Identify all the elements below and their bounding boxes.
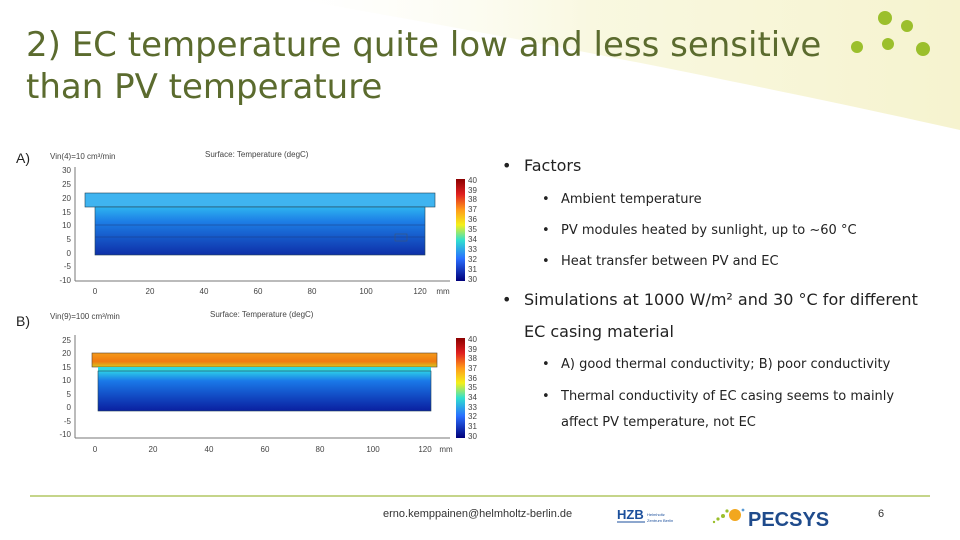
footer-divider [30,495,930,497]
footer-email[interactable]: erno.kemppainen@helmholtz-berlin.de [383,508,573,520]
a-cbar-tick: 34 [468,235,477,244]
a-x-unit: mm [436,287,450,296]
a-cbar-tick: 37 [468,205,477,214]
b-y-tick: 20 [62,349,71,358]
a-y-tick: -10 [59,276,71,285]
b-x-tick: 20 [149,445,158,454]
b-x-tick: 60 [261,445,270,454]
page-number: 6 [878,508,885,520]
a-x-tick: 40 [200,287,209,296]
a-y-tick: 30 [62,166,71,175]
pecsys-logo: PECSYS [712,508,829,531]
a-x-tick: 0 [93,287,98,296]
b-cbar-tick: 40 [468,335,477,344]
panel-a-simulation: Vin(4)=10 cm³/min Surface: Temperature (… [50,150,477,296]
svg-text:Helmholtz: Helmholtz [647,512,665,517]
a-x-tick: 120 [413,287,427,296]
title-line-1: 2) EC temperature quite low and less sen… [26,25,822,65]
a-cbar-tick: 30 [468,275,477,284]
b-cbar-tick: 34 [468,393,477,402]
pecsys-logo-text: PECSYS [748,509,829,531]
b-y-tick: 25 [62,336,71,345]
hzb-logo: HZB Helmholtz Zentrum Berlin [617,507,673,523]
a-y-tick: 25 [62,180,71,189]
a-x-tick: 100 [359,287,373,296]
surface-label-b: Surface: Temperature (degC) [210,310,314,319]
b-cbar-tick: 30 [468,432,477,441]
b-cbar-tick: 36 [468,374,477,383]
b-cbar-tick: 38 [468,354,477,363]
b-cbar-tick: 39 [468,345,477,354]
panel-b-simulation: Vin(9)=100 cm³/min Surface: Temperature … [50,310,477,454]
svg-text:Zentrum Berlin: Zentrum Berlin [647,518,673,523]
a-x-tick: 20 [146,287,155,296]
a-cbar-tick: 31 [468,265,477,274]
b-x-unit: mm [439,445,453,454]
hzb-logo-text: HZB [617,507,644,522]
flow-label-b: Vin(9)=100 cm³/min [50,312,120,321]
surface-label-a: Surface: Temperature (degC) [205,150,309,159]
b-cbar-tick: 32 [468,412,477,421]
a-cbar-tick: 35 [468,225,477,234]
a-y-tick: 5 [67,235,72,244]
a-cbar-tick: 40 [468,176,477,185]
a-x-tick: 80 [308,287,317,296]
b-x-tick: 120 [418,445,432,454]
b-cbar-tick: 37 [468,364,477,373]
panel-b-label: B) [16,313,30,329]
a-y-tick: -5 [64,262,72,271]
a-cbar-tick: 36 [468,215,477,224]
slide-title: 2) EC temperature quite low and less sen… [26,24,846,108]
panel-a-label: A) [16,150,30,166]
b-x-tick: 100 [366,445,380,454]
title-line-2: than PV temperature [26,67,383,107]
b-x-tick: 0 [93,445,98,454]
a-y-tick: 20 [62,194,71,203]
b-y-tick: 5 [67,390,72,399]
sun-icon [712,508,745,524]
a-cbar-tick: 39 [468,186,477,195]
b-y-tick: 0 [67,403,72,412]
a-x-tick: 60 [254,287,263,296]
decorative-dots-icon [851,11,930,56]
b-cbar-tick: 35 [468,383,477,392]
b-y-tick: -10 [59,430,71,439]
a-y-tick: 15 [62,208,71,217]
b-y-tick: 15 [62,363,71,372]
b-x-tick: 40 [205,445,214,454]
a-cbar-tick: 38 [468,195,477,204]
b-y-tick: 10 [62,376,71,385]
a-cbar-tick: 33 [468,245,477,254]
b-cbar-tick: 31 [468,422,477,431]
a-y-tick: 0 [67,249,72,258]
b-x-tick: 80 [316,445,325,454]
b-y-tick: -5 [64,417,72,426]
a-y-tick: 10 [62,221,71,230]
a-cbar-tick: 32 [468,255,477,264]
b-cbar-tick: 33 [468,403,477,412]
flow-label-a: Vin(4)=10 cm³/min [50,152,115,161]
